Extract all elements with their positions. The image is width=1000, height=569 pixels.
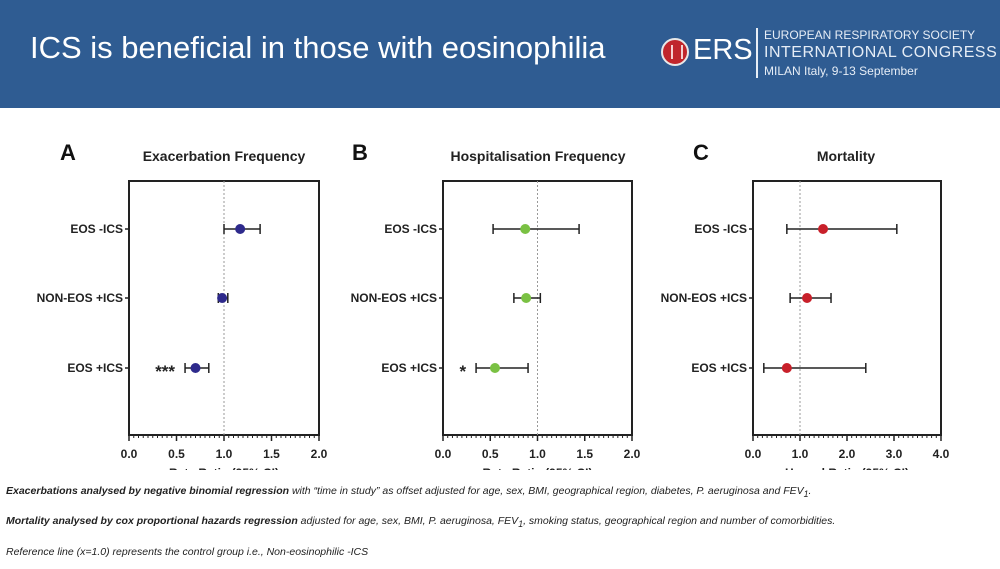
point-estimate bbox=[520, 224, 531, 234]
y-category-label: EOS -ICS bbox=[70, 222, 123, 236]
x-tick-label: 3.0 bbox=[886, 447, 903, 461]
congress-name: INTERNATIONAL CONGRESS 2023 bbox=[764, 44, 1000, 61]
slide-header: ICS is beneficial in those with eosinoph… bbox=[0, 0, 1000, 108]
forest-plots: A Exacerbation Frequency 0.0 0.5 1.0 1.5 2.0 Ra… bbox=[37, 140, 950, 470]
point-estimate bbox=[521, 293, 532, 303]
chart-title: Hospitalisation Frequency bbox=[450, 148, 625, 164]
x-tick-label: 2.0 bbox=[624, 447, 641, 461]
significance-label: * bbox=[459, 362, 466, 381]
congress-location: MILAN Italy, 9-13 September bbox=[764, 64, 918, 78]
x-tick-label: 0.0 bbox=[745, 447, 762, 461]
x-tick-label: 0.0 bbox=[121, 447, 138, 461]
y-category-label: NON-EOS +ICS bbox=[661, 291, 747, 305]
chart-title: Exacerbation Frequency bbox=[143, 148, 306, 164]
x-axis-label: Rate Ratio (95% CI) bbox=[482, 466, 592, 470]
x-tick-label: 1.0 bbox=[529, 447, 546, 461]
x-axis-label: Rate Ratio (95% CI) bbox=[169, 466, 279, 470]
x-tick-label: 4.0 bbox=[933, 447, 950, 461]
footnote-bold: Exacerbations analysed by negative binom… bbox=[6, 485, 290, 497]
y-category-label: EOS -ICS bbox=[384, 222, 437, 236]
panel-letter: B bbox=[352, 140, 368, 165]
x-tick-label: 0.5 bbox=[168, 447, 185, 461]
panel-letter: C bbox=[693, 140, 709, 165]
x-tick-label: 1.5 bbox=[263, 447, 280, 461]
panel-letter: A bbox=[60, 140, 76, 165]
x-tick-label: 0.5 bbox=[482, 447, 499, 461]
slide-title: ICS is beneficial in those with eosinoph… bbox=[30, 30, 606, 65]
x-tick-label: 2.0 bbox=[839, 447, 856, 461]
y-category-label: NON-EOS +ICS bbox=[37, 291, 123, 305]
plot-frame bbox=[128, 180, 320, 436]
x-tick-label: 2.0 bbox=[311, 447, 328, 461]
point-estimate bbox=[235, 224, 246, 234]
footnote-text: , smoking status, geographical region an… bbox=[523, 515, 836, 527]
plot-frame bbox=[442, 180, 633, 436]
point-estimate bbox=[802, 293, 813, 303]
footnote-sub: 1 bbox=[518, 519, 524, 530]
point-estimate bbox=[781, 363, 792, 373]
org-name: EUROPEAN RESPIRATORY SOCIETY bbox=[764, 28, 976, 42]
y-category-label: NON-EOS +ICS bbox=[351, 291, 437, 305]
y-category-label: EOS +ICS bbox=[691, 361, 747, 375]
x-tick-label: 1.0 bbox=[216, 447, 233, 461]
plot-frame bbox=[752, 180, 942, 436]
footnote-text: . bbox=[808, 485, 812, 497]
footnote-text: with “time in study” as offset adjusted … bbox=[289, 485, 804, 497]
footnote-exacerbations: Exacerbations analysed by negative binom… bbox=[6, 485, 811, 499]
point-estimate bbox=[190, 363, 201, 373]
significance-label: *** bbox=[155, 362, 175, 381]
y-category-label: EOS +ICS bbox=[381, 361, 437, 375]
y-category-label: EOS -ICS bbox=[694, 222, 747, 236]
footnote-reference: Reference line (x=1.0) represents the co… bbox=[6, 546, 369, 558]
point-estimate bbox=[489, 363, 500, 373]
chart-title: Mortality bbox=[817, 148, 876, 164]
x-tick-label: 1.0 bbox=[792, 447, 809, 461]
footnote-bold: Mortality analysed by cox proportional h… bbox=[6, 515, 298, 527]
x-tick-label: 0.0 bbox=[435, 447, 452, 461]
footnote-sub: 1 bbox=[803, 489, 809, 500]
point-estimate bbox=[818, 224, 829, 234]
point-estimate bbox=[217, 293, 228, 303]
ers-logo-text: ERS bbox=[693, 34, 753, 66]
y-category-label: EOS +ICS bbox=[67, 361, 123, 375]
x-tick-label: 1.5 bbox=[576, 447, 593, 461]
ers-logo-icon bbox=[661, 38, 689, 66]
footnote-mortality: Mortality analysed by cox proportional h… bbox=[6, 515, 835, 529]
x-axis-label: Hazard Ratio (95% CI) bbox=[785, 466, 909, 470]
footnote-text: adjusted for age, sex, BMI, P. aeruginos… bbox=[297, 515, 519, 527]
header-divider bbox=[756, 28, 758, 78]
